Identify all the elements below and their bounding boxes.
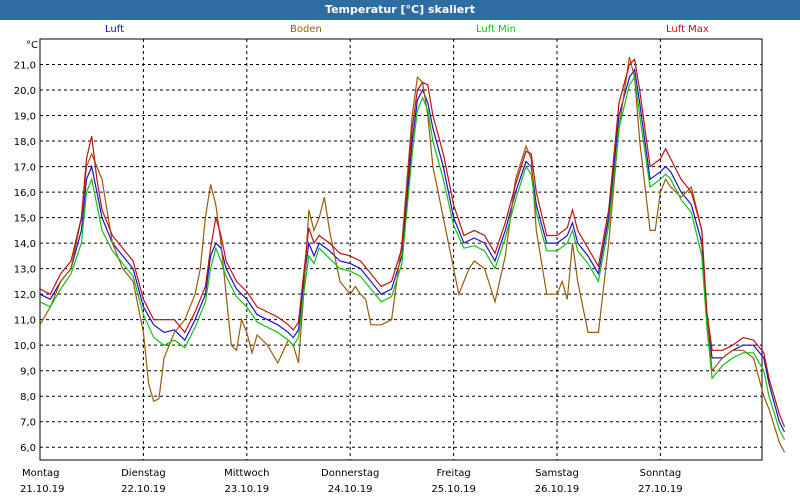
x-date-label: 27.10.19 <box>638 484 683 495</box>
y-tick-label: 8,0 <box>20 392 36 403</box>
chart-title: Temperatur [°C] skaliert <box>0 0 800 20</box>
y-tick-label: 12,0 <box>14 290 36 301</box>
x-day-label: Montag <box>22 468 59 479</box>
y-tick-label: 19,0 <box>14 112 36 123</box>
x-day-label: Samstag <box>535 468 579 479</box>
y-tick-label: 17,0 <box>14 163 36 174</box>
x-date-label: 21.10.19 <box>20 484 65 495</box>
y-tick-label: 11,0 <box>14 316 36 327</box>
x-day-label: Freitag <box>436 468 470 479</box>
x-date-label: 26.10.19 <box>535 484 580 495</box>
y-tick-label: 14,0 <box>14 239 36 250</box>
legend-item-boden: Boden <box>290 24 322 35</box>
y-tick-label: 10,0 <box>14 341 36 352</box>
y-tick-label: 18,0 <box>14 137 36 148</box>
y-tick-label: 9,0 <box>20 367 36 378</box>
y-tick-label: 13,0 <box>14 265 36 276</box>
legend-item-luft-min: Luft Min <box>476 24 516 35</box>
y-tick-label: 21,0 <box>14 61 36 72</box>
x-date-label: 22.10.19 <box>121 484 166 495</box>
series-line-boden <box>39 56 786 453</box>
y-tick-label: 7,0 <box>20 418 36 429</box>
y-tick-label: 16,0 <box>14 188 36 199</box>
y-tick-label: 6,0 <box>20 443 36 454</box>
legend-item-luft: Luft <box>105 24 124 35</box>
series-line-luft-min <box>39 75 786 440</box>
x-day-label: Mittwoch <box>224 468 269 479</box>
x-day-label: Donnerstag <box>321 468 379 479</box>
x-day-label: Dienstag <box>121 468 166 479</box>
series-line-luft <box>39 67 786 433</box>
y-axis-unit-label: °C <box>26 40 38 51</box>
x-date-label: 23.10.19 <box>225 484 270 495</box>
x-day-label: Sonntag <box>640 468 682 479</box>
y-tick-label: 15,0 <box>14 214 36 225</box>
y-tick-label: 20,0 <box>14 86 36 97</box>
x-date-label: 24.10.19 <box>328 484 373 495</box>
series-line-luft-max <box>39 58 786 428</box>
legend-item-luft-max: Luft Max <box>666 24 709 35</box>
x-date-label: 25.10.19 <box>431 484 476 495</box>
